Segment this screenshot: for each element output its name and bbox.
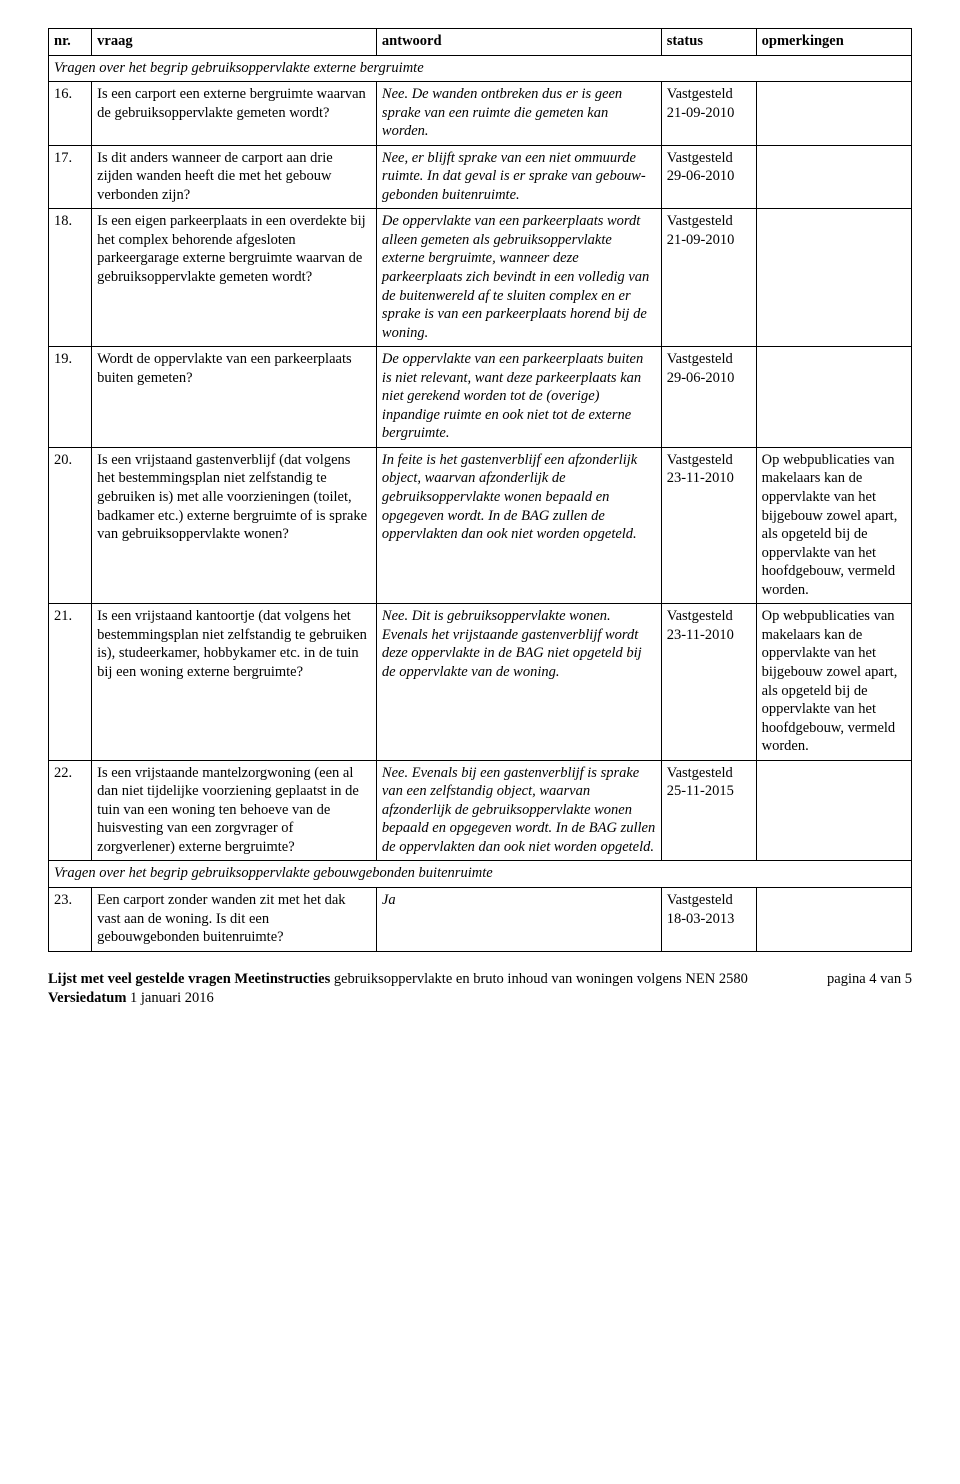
cell-nr: 21. bbox=[49, 604, 92, 760]
cell-antwoord: Nee. Evenals bij een gastenverblijf is s… bbox=[376, 760, 661, 861]
cell-antwoord: De oppervlakte van een parkeerplaats bui… bbox=[376, 347, 661, 448]
table-row: 22. Is een vrijstaande mantelzorgwoning … bbox=[49, 760, 912, 861]
cell-antwoord: Nee. Dit is gebruiksoppervlakte wonen. E… bbox=[376, 604, 661, 760]
cell-status: Vastgesteld 29-06-2010 bbox=[661, 347, 756, 448]
header-row: nr. vraag antwoord status opmerkingen bbox=[49, 29, 912, 56]
col-antwoord-header: antwoord bbox=[376, 29, 661, 56]
cell-status: Vastgesteld 29-06-2010 bbox=[661, 145, 756, 209]
cell-vraag: Is een eigen parkeerplaats in een overde… bbox=[92, 209, 377, 347]
cell-nr: 19. bbox=[49, 347, 92, 448]
cell-antwoord: Ja bbox=[376, 887, 661, 951]
col-vraag-header: vraag bbox=[92, 29, 377, 56]
cell-vraag: Is een vrijstaand gastenverblijf (dat vo… bbox=[92, 447, 377, 603]
cell-status: Vastgesteld 18-03-2013 bbox=[661, 887, 756, 951]
footer-line1-rest: gebruiksoppervlakte en bruto inhoud van … bbox=[334, 971, 748, 987]
table-row: 20. Is een vrijstaand gastenverblijf (da… bbox=[49, 447, 912, 603]
cell-nr: 16. bbox=[49, 82, 92, 146]
cell-vraag: Is een vrijstaand kantoortje (dat volgen… bbox=[92, 604, 377, 760]
col-opm-header: opmerkingen bbox=[756, 29, 911, 56]
cell-vraag: Is dit anders wanneer de carport aan dri… bbox=[92, 145, 377, 209]
cell-opm bbox=[756, 82, 911, 146]
cell-nr: 22. bbox=[49, 760, 92, 861]
cell-antwoord: In feite is het gastenverblijf een afzon… bbox=[376, 447, 661, 603]
footer-line1: Lijst met veel gestelde vragen Meetinstr… bbox=[48, 970, 803, 990]
cell-nr: 20. bbox=[49, 447, 92, 603]
section-row: Vragen over het begrip gebruiksoppervlak… bbox=[49, 861, 912, 888]
cell-status: Vastgesteld 21-09-2010 bbox=[661, 209, 756, 347]
cell-status: Vastgesteld 25-11-2015 bbox=[661, 760, 756, 861]
cell-opm: Op webpublicaties van makelaars kan de o… bbox=[756, 604, 911, 760]
table-row: 23. Een carport zonder wanden zit met he… bbox=[49, 887, 912, 951]
col-status-header: status bbox=[661, 29, 756, 56]
cell-antwoord: Nee. De wanden ontbreken dus er is geen … bbox=[376, 82, 661, 146]
table-row: 16. Is een carport een externe bergruimt… bbox=[49, 82, 912, 146]
page: nr. vraag antwoord status opmerkingen Vr… bbox=[0, 0, 960, 1045]
cell-nr: 17. bbox=[49, 145, 92, 209]
cell-vraag: Een carport zonder wanden zit met het da… bbox=[92, 887, 377, 951]
footer-line1-bold: Lijst met veel gestelde vragen Meetinstr… bbox=[48, 971, 334, 987]
cell-vraag: Wordt de oppervlakte van een parkeerplaa… bbox=[92, 347, 377, 448]
page-footer: Lijst met veel gestelde vragen Meetinstr… bbox=[48, 970, 912, 1009]
cell-status: Vastgesteld 21-09-2010 bbox=[661, 82, 756, 146]
cell-opm bbox=[756, 209, 911, 347]
cell-nr: 23. bbox=[49, 887, 92, 951]
table-row: 21. Is een vrijstaand kantoortje (dat vo… bbox=[49, 604, 912, 760]
cell-opm bbox=[756, 145, 911, 209]
section-externe-bergruimte: Vragen over het begrip gebruiksoppervlak… bbox=[49, 55, 912, 82]
table-row: 19. Wordt de oppervlakte van een parkeer… bbox=[49, 347, 912, 448]
cell-antwoord: De oppervlakte van een parkeerplaats wor… bbox=[376, 209, 661, 347]
cell-vraag-part-a: Een carport zonder wanden zit met het bbox=[97, 892, 324, 908]
section-row: Vragen over het begrip gebruiksoppervlak… bbox=[49, 55, 912, 82]
cell-vraag: Is een vrijstaande mantelzorgwoning (een… bbox=[92, 760, 377, 861]
cell-opm: Op webpublicaties van makelaars kan de o… bbox=[756, 447, 911, 603]
cell-antwoord: Nee, er blijft sprake van een niet ommuu… bbox=[376, 145, 661, 209]
footer-pager: pagina 4 van 5 bbox=[803, 970, 912, 1009]
cell-opm bbox=[756, 347, 911, 448]
qa-table: nr. vraag antwoord status opmerkingen Vr… bbox=[48, 28, 912, 952]
footer-line2-rest: 1 januari 2016 bbox=[130, 990, 214, 1006]
cell-status: Vastgesteld 23-11-2010 bbox=[661, 447, 756, 603]
footer-line2: Versiedatum 1 januari 2016 bbox=[48, 989, 803, 1009]
cell-vraag: Is een carport een externe bergruimte wa… bbox=[92, 82, 377, 146]
footer-left: Lijst met veel gestelde vragen Meetinstr… bbox=[48, 970, 803, 1009]
col-nr-header: nr. bbox=[49, 29, 92, 56]
cell-nr: 18. bbox=[49, 209, 92, 347]
cell-opm bbox=[756, 760, 911, 861]
footer-line2-bold: Versiedatum bbox=[48, 990, 130, 1006]
cell-status: Vastgesteld 23-11-2010 bbox=[661, 604, 756, 760]
table-row: 17. Is dit anders wanneer de carport aan… bbox=[49, 145, 912, 209]
table-row: 18. Is een eigen parkeerplaats in een ov… bbox=[49, 209, 912, 347]
cell-opm bbox=[756, 887, 911, 951]
section-gebouwgebonden-buitenruimte: Vragen over het begrip gebruiksoppervlak… bbox=[49, 861, 912, 888]
